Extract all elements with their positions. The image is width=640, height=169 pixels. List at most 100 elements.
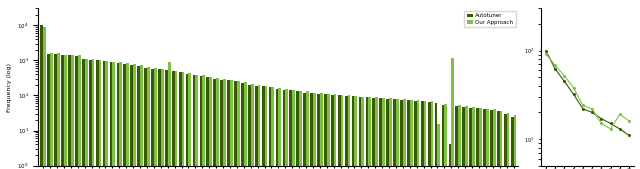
Bar [421, 101, 424, 169]
Bar [124, 64, 126, 169]
Bar [161, 69, 164, 169]
Bar [456, 106, 458, 169]
Bar [186, 74, 189, 169]
Bar [151, 69, 154, 169]
Bar [251, 84, 253, 169]
Bar [504, 114, 507, 169]
Bar [372, 98, 375, 169]
Bar [138, 66, 140, 169]
Bar [258, 85, 260, 169]
Bar [126, 63, 129, 169]
Bar [442, 104, 444, 169]
Bar [47, 54, 50, 169]
Bar [213, 79, 216, 169]
Bar [227, 80, 230, 169]
Bar [209, 77, 212, 169]
Bar [317, 94, 320, 169]
Bar [269, 87, 271, 169]
Bar [486, 109, 489, 169]
Bar [195, 75, 198, 169]
Bar [264, 86, 268, 169]
Bar [285, 89, 288, 169]
Bar [116, 63, 119, 169]
Bar [393, 99, 396, 169]
Bar [202, 76, 205, 169]
Bar [92, 59, 95, 169]
Bar [50, 53, 53, 169]
Bar [189, 73, 191, 169]
Bar [296, 91, 299, 169]
Bar [431, 101, 433, 169]
Bar [84, 59, 88, 169]
Bar [75, 56, 78, 169]
Bar [71, 55, 74, 169]
Bar [365, 97, 368, 169]
Bar [340, 95, 344, 169]
Bar [345, 96, 348, 169]
Bar [469, 108, 472, 169]
Bar [278, 88, 281, 169]
Bar [168, 62, 170, 169]
Bar [428, 102, 431, 169]
Bar [490, 110, 493, 169]
Bar [220, 80, 223, 169]
Bar [449, 144, 451, 169]
Bar [387, 99, 389, 169]
Bar [338, 95, 340, 169]
Bar [327, 94, 330, 169]
Bar [109, 62, 113, 169]
Bar [96, 60, 99, 169]
Bar [331, 95, 333, 169]
Bar [182, 72, 184, 169]
Bar [179, 72, 182, 169]
Bar [483, 109, 486, 169]
Bar [99, 60, 101, 169]
Bar [106, 61, 108, 169]
Bar [144, 68, 147, 169]
Bar [193, 75, 195, 169]
Bar [234, 81, 237, 169]
Bar [57, 53, 60, 169]
Bar [313, 93, 316, 169]
Bar [407, 100, 410, 169]
Bar [306, 91, 309, 169]
Bar [310, 93, 313, 169]
Bar [147, 67, 150, 169]
Bar [324, 94, 327, 169]
Bar [299, 91, 302, 169]
Bar [352, 96, 355, 169]
Bar [414, 101, 417, 169]
Bar [133, 65, 136, 169]
Legend: Autotuner, Our Approach: Autotuner, Our Approach [464, 11, 516, 27]
Bar [82, 59, 84, 169]
Bar [113, 62, 115, 169]
Bar [458, 105, 461, 169]
Bar [119, 62, 122, 169]
Bar [389, 98, 392, 169]
Bar [358, 97, 362, 169]
Bar [223, 79, 226, 169]
Bar [262, 87, 264, 169]
Bar [244, 82, 246, 169]
Bar [511, 117, 513, 169]
Bar [248, 85, 251, 169]
Bar [207, 77, 209, 169]
Bar [375, 97, 378, 169]
Bar [472, 107, 475, 169]
Bar [424, 101, 426, 169]
Bar [403, 99, 406, 169]
Bar [282, 90, 285, 169]
Bar [465, 106, 468, 169]
Bar [479, 108, 482, 169]
Bar [216, 78, 219, 169]
Bar [165, 70, 168, 169]
Bar [237, 81, 239, 169]
Bar [289, 90, 292, 169]
Bar [362, 97, 364, 169]
Bar [44, 27, 46, 169]
Bar [140, 65, 143, 169]
Bar [158, 69, 161, 169]
Y-axis label: Frequency (log): Frequency (log) [7, 63, 12, 112]
Bar [400, 100, 403, 169]
Bar [493, 109, 495, 169]
